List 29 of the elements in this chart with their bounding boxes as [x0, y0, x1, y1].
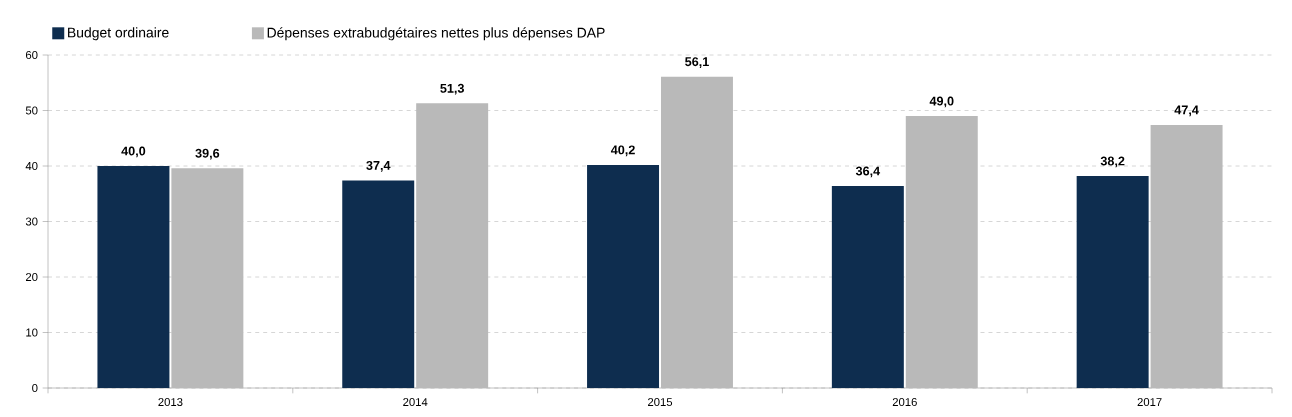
y-tick-label: 40	[25, 162, 38, 170]
data-label: 56,1	[685, 57, 709, 68]
data-label: 36,4	[855, 166, 881, 178]
bar	[342, 180, 415, 388]
x-tick-label: 2017	[1137, 398, 1162, 407]
legend-label: Dépenses extrabudgétaires nettes plus dépenses DAP	[267, 27, 605, 41]
y-tick-label: 20	[25, 273, 38, 281]
y-tick-label: 0	[32, 384, 38, 392]
data-label: 40,2	[610, 145, 635, 157]
bar	[587, 164, 660, 388]
bar	[97, 166, 170, 388]
bar	[831, 185, 904, 388]
x-tick-label: 2013	[158, 398, 183, 407]
bar	[1076, 175, 1149, 388]
data-label: 40,0	[121, 146, 146, 158]
x-tick-label: 2016	[892, 398, 917, 407]
data-label: 51,3	[440, 83, 464, 95]
data-label: 38,2	[1100, 156, 1125, 168]
y-tick-label: 30	[25, 217, 38, 226]
x-tick-label: 2015	[648, 398, 673, 407]
y-tick-label: 60	[26, 51, 38, 59]
y-tick-label: 10	[26, 328, 38, 337]
data-label: 49,0	[929, 96, 954, 108]
data-label: 37,4	[366, 160, 391, 172]
data-label: 47,4	[1174, 105, 1199, 117]
y-tick-label: 50	[25, 106, 38, 115]
data-label: 39,6	[195, 148, 220, 160]
x-tick-label: 2014	[403, 398, 428, 407]
legend-label: Budget ordinaire	[68, 27, 169, 41]
